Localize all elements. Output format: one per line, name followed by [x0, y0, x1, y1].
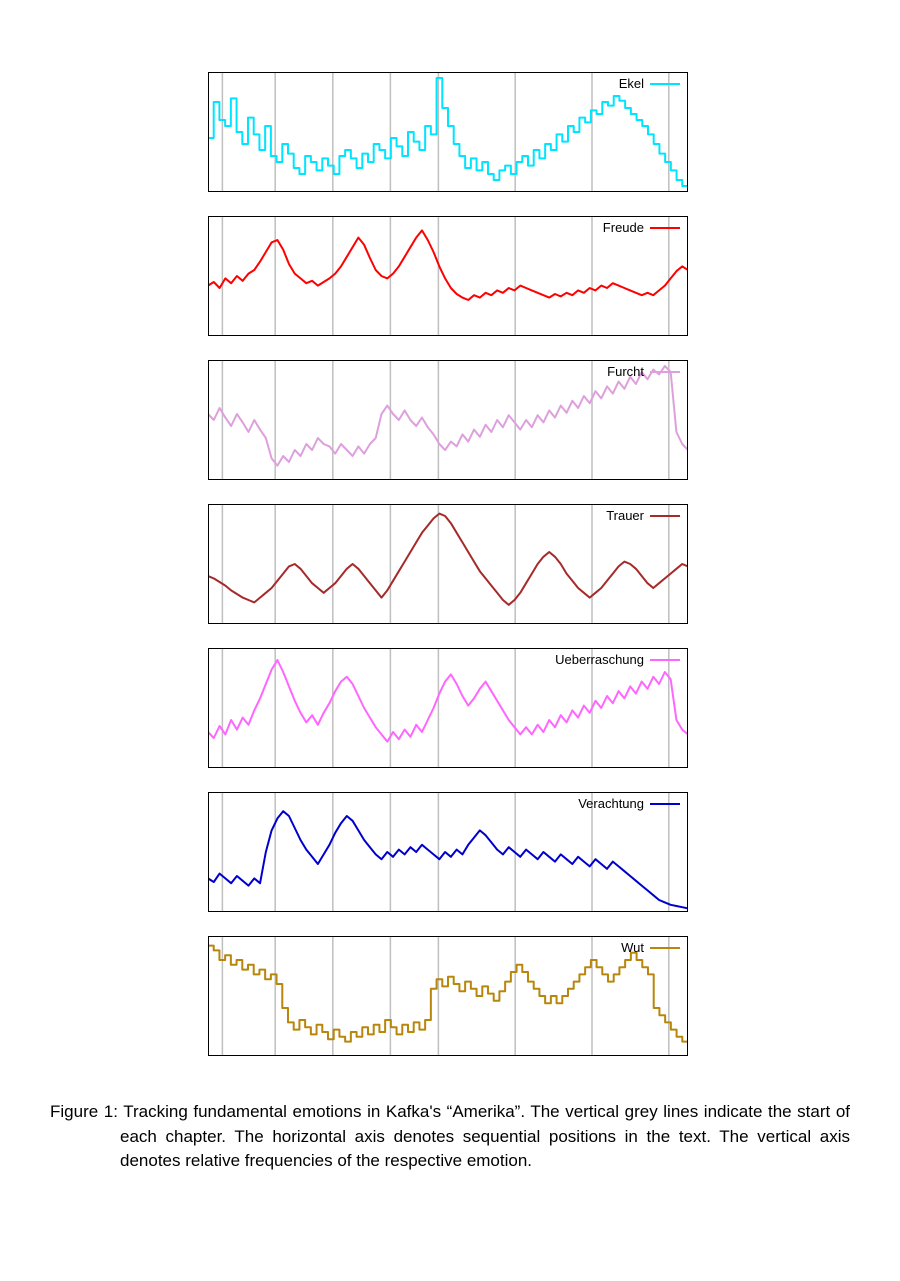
series-line: [208, 660, 688, 742]
legend: Ueberraschung: [555, 652, 680, 667]
legend-label: Ueberraschung: [555, 652, 644, 667]
chart-panel: Ekel: [208, 72, 688, 192]
series-line: [208, 514, 688, 605]
legend-swatch: [650, 515, 680, 517]
series-line: [208, 230, 688, 300]
legend-label: Furcht: [607, 364, 644, 379]
legend: Trauer: [606, 508, 680, 523]
legend-swatch: [650, 227, 680, 229]
legend-label: Wut: [621, 940, 644, 955]
figure-page: Ekel Freude Furcht Trauer Ueberraschung Verac…: [0, 0, 900, 1281]
legend: Freude: [603, 220, 680, 235]
legend-label: Verachtung: [578, 796, 644, 811]
legend: Ekel: [619, 76, 680, 91]
chart-panel: Verachtung: [208, 792, 688, 912]
legend-label: Trauer: [606, 508, 644, 523]
legend: Wut: [621, 940, 680, 955]
legend: Furcht: [607, 364, 680, 379]
chart-panel: Freude: [208, 216, 688, 336]
chart-svg: [208, 72, 688, 192]
legend-swatch: [650, 659, 680, 661]
legend-label: Freude: [603, 220, 644, 235]
chart-panel: Furcht: [208, 360, 688, 480]
series-line: [208, 946, 688, 1042]
caption-text: Tracking fundamental emotions in Kafka's…: [120, 1102, 850, 1170]
figure-caption: Figure 1: Tracking fundamental emotions …: [50, 1100, 850, 1174]
legend-swatch: [650, 371, 680, 373]
chart-svg: [208, 936, 688, 1056]
panel-border: [209, 937, 688, 1056]
caption-label: Figure 1:: [50, 1102, 118, 1121]
series-line: [208, 366, 688, 466]
legend: Verachtung: [578, 796, 680, 811]
panel-border: [209, 73, 688, 192]
chart-stack: Ekel Freude Furcht Trauer Ueberraschung Verac…: [208, 72, 688, 1080]
chart-panel: Trauer: [208, 504, 688, 624]
legend-swatch: [650, 947, 680, 949]
series-line: [208, 811, 688, 908]
series-line: [208, 78, 688, 186]
chart-panel: Wut: [208, 936, 688, 1056]
legend-swatch: [650, 803, 680, 805]
legend-label: Ekel: [619, 76, 644, 91]
legend-swatch: [650, 83, 680, 85]
chart-panel: Ueberraschung: [208, 648, 688, 768]
